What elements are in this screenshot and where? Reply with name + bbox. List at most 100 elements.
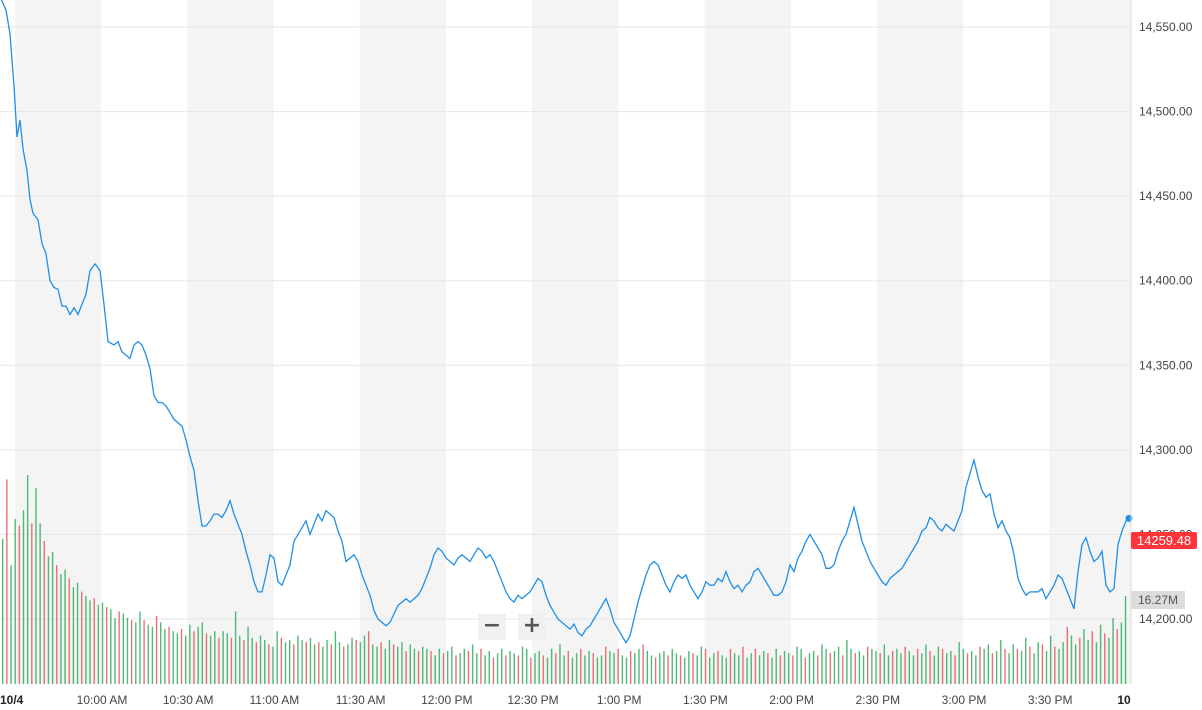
volume-bar	[355, 640, 357, 684]
volume-bar	[530, 657, 532, 684]
volume-bar	[1058, 648, 1060, 684]
volume-bar	[110, 609, 112, 684]
x-end-label: 10	[1117, 693, 1131, 707]
volume-bar	[555, 653, 557, 684]
volume-bar	[692, 653, 694, 684]
volume-bar	[767, 653, 769, 684]
volume-bar	[800, 648, 802, 684]
volume-bar	[147, 624, 149, 684]
volume-bar	[559, 644, 561, 684]
volume-bar	[962, 648, 965, 684]
volume-bar	[1124, 596, 1127, 684]
volume-bar	[164, 629, 166, 684]
volume-bar	[351, 637, 353, 684]
volume-bar	[397, 646, 399, 684]
volume-bar	[422, 646, 424, 684]
volume-bar	[879, 653, 881, 684]
volume-bar	[85, 596, 87, 684]
volume-bar	[1004, 648, 1006, 684]
volume-bar	[496, 653, 499, 684]
volume-bar	[1070, 635, 1073, 684]
volume-bar	[875, 651, 877, 684]
volume-bar	[987, 644, 990, 684]
volume-bar	[160, 622, 162, 684]
volume-bar	[64, 569, 66, 684]
volume-bar	[1087, 640, 1089, 684]
volume-bar	[958, 642, 960, 684]
volume-bar	[413, 648, 416, 684]
volume-bar	[126, 618, 129, 684]
volume-bar	[950, 651, 952, 684]
volume-bar	[93, 598, 95, 684]
volume-bar	[101, 602, 104, 684]
volume-bar	[646, 651, 648, 684]
volume-bar	[1000, 640, 1002, 684]
volume-bar	[380, 642, 382, 684]
volume-bar	[293, 644, 295, 684]
y-tick-label: 14,300.00	[1139, 443, 1193, 457]
volume-bar	[376, 646, 378, 684]
volume-bar	[259, 635, 262, 684]
volume-bar	[521, 646, 524, 684]
volume-bar	[675, 653, 678, 684]
volume-bar	[837, 646, 840, 684]
volume-bar	[946, 653, 948, 684]
volume-bar	[363, 635, 366, 684]
volume-bars	[2, 475, 1127, 684]
zoom-out-button[interactable]: −	[478, 614, 506, 640]
volume-bar	[1104, 633, 1106, 684]
volume-bar	[925, 644, 927, 684]
volume-bar	[708, 657, 711, 684]
last-volume-badge: 16.27M	[1131, 591, 1185, 609]
volume-bar	[1054, 646, 1056, 684]
volume-bar	[1037, 642, 1039, 684]
volume-bar	[205, 633, 208, 684]
volume-bar	[1120, 622, 1123, 684]
volume-bar	[501, 648, 503, 684]
volume-bar	[858, 651, 861, 684]
volume-bar	[588, 651, 590, 684]
volume-bar	[912, 655, 915, 684]
volume-bar	[850, 648, 852, 684]
volume-bar	[222, 631, 224, 684]
volume-bar	[763, 651, 765, 684]
volume-bar	[567, 651, 569, 684]
volume-bar	[738, 655, 740, 684]
volume-bar	[900, 653, 902, 684]
volume-bar	[322, 646, 324, 684]
volume-bar	[771, 657, 773, 684]
volume-bar	[72, 587, 75, 684]
volume-bar	[288, 640, 291, 684]
volume-bar	[792, 655, 794, 684]
volume-bar	[887, 655, 890, 684]
volume-bar	[484, 655, 486, 684]
volume-bar	[617, 648, 619, 684]
volume-bar	[571, 657, 574, 684]
volume-bar	[684, 657, 686, 684]
volume-bar	[833, 651, 836, 684]
volume-bar	[189, 624, 191, 684]
volume-bar	[1045, 651, 1048, 684]
volume-bar	[197, 626, 199, 684]
volume-bar	[542, 655, 545, 684]
x-tick-label: 12:00 PM	[421, 693, 472, 707]
zoom-in-button[interactable]: +	[518, 614, 546, 640]
volume-bar	[937, 646, 940, 684]
volume-bar	[1066, 626, 1069, 684]
time-band	[15, 0, 102, 684]
volume-bar	[754, 648, 757, 684]
x-date-label: 10/4	[0, 693, 24, 707]
volume-bar	[812, 651, 815, 684]
volume-bar	[438, 648, 441, 684]
volume-bar	[808, 653, 811, 684]
volume-bar	[1074, 644, 1077, 684]
volume-bar	[546, 657, 549, 684]
volume-bar	[97, 604, 100, 684]
volume-bar	[600, 655, 603, 684]
volume-bar	[713, 653, 715, 684]
volume-bar	[846, 640, 848, 684]
volume-bar	[309, 637, 312, 684]
x-axis-ticks: 10/4 10:00 AM 10:30 AM 11:00 AM 11:30 AM 12:0…	[0, 693, 1131, 707]
volume-bar	[467, 651, 470, 684]
